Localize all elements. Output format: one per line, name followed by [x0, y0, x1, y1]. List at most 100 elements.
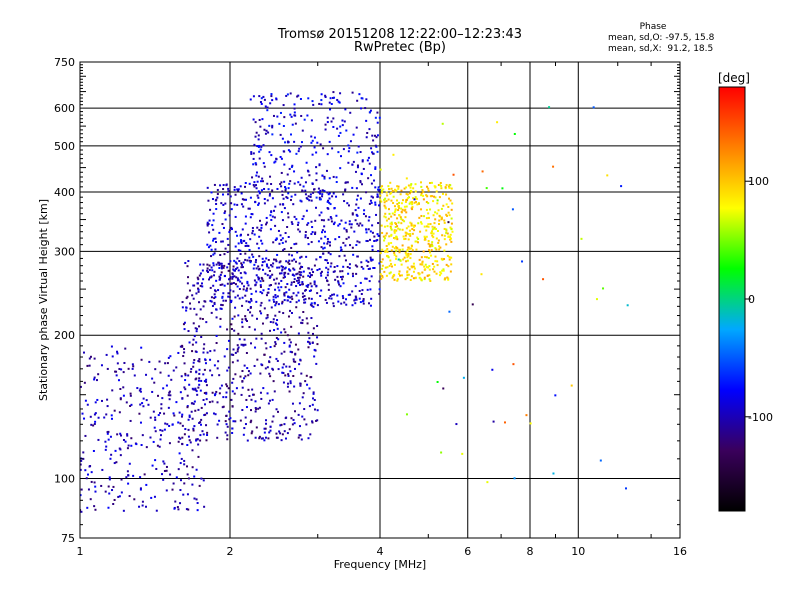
data-point [100, 399, 103, 402]
data-point [390, 234, 393, 237]
data-point [241, 263, 244, 266]
data-point [450, 256, 453, 259]
data-point [276, 266, 279, 269]
data-point [226, 385, 229, 388]
data-point [140, 444, 143, 447]
data-point [394, 208, 397, 211]
data-point [313, 301, 316, 304]
data-point [235, 387, 238, 390]
data-point [205, 380, 208, 383]
data-point [257, 175, 260, 178]
data-point [369, 256, 372, 259]
data-point [208, 269, 211, 272]
data-point [183, 482, 186, 485]
data-point [133, 374, 136, 377]
data-point [234, 283, 237, 286]
data-point [86, 473, 89, 476]
data-point [303, 408, 306, 411]
data-point [151, 464, 154, 467]
data-point [336, 275, 339, 278]
data-point [436, 380, 439, 383]
data-point [219, 387, 222, 390]
data-point [88, 364, 91, 367]
data-point [178, 436, 181, 439]
data-point [332, 175, 335, 178]
data-point [407, 196, 410, 199]
data-point [285, 260, 288, 263]
data-point [268, 299, 271, 302]
data-point [245, 351, 248, 354]
data-point [418, 258, 421, 261]
data-point [272, 241, 275, 244]
data-point [351, 272, 354, 275]
data-point [268, 269, 271, 272]
data-point [368, 280, 371, 283]
data-point [272, 300, 275, 303]
data-point [303, 298, 306, 301]
data-point [278, 310, 281, 313]
data-point [368, 267, 371, 270]
data-point [401, 219, 404, 222]
data-point [230, 301, 233, 304]
data-point [202, 479, 205, 482]
data-point [344, 188, 347, 191]
data-point [168, 442, 171, 445]
data-point [350, 226, 353, 229]
data-point [370, 297, 373, 300]
data-point [288, 344, 291, 347]
data-point [409, 186, 412, 189]
data-point [176, 506, 179, 509]
data-point [393, 263, 396, 266]
data-point [298, 434, 301, 437]
data-point [197, 443, 200, 446]
data-point [347, 293, 350, 296]
data-point [205, 439, 208, 442]
data-point [405, 177, 408, 180]
data-point [244, 315, 247, 318]
data-point [90, 423, 93, 426]
data-point [404, 200, 407, 203]
data-point [244, 222, 247, 225]
data-point [344, 108, 347, 111]
data-point [302, 392, 305, 395]
data-point [242, 433, 245, 436]
data-point [448, 256, 451, 259]
data-point [319, 189, 322, 192]
data-point [293, 385, 296, 388]
data-point [125, 401, 128, 404]
data-point [293, 274, 296, 277]
data-point [252, 267, 255, 270]
data-point [86, 364, 89, 367]
data-point [216, 436, 219, 439]
data-point [218, 266, 221, 269]
data-point [153, 495, 156, 498]
data-point [175, 476, 178, 479]
y-tick-label: 500 [54, 140, 75, 153]
data-point [293, 170, 296, 173]
data-point [128, 495, 131, 498]
data-point [393, 278, 396, 281]
data-point [359, 301, 362, 304]
data-point [181, 436, 184, 439]
data-point [302, 215, 305, 218]
data-point [374, 166, 377, 169]
data-point [158, 445, 161, 448]
data-point [228, 295, 231, 298]
data-point [214, 392, 217, 395]
data-point [230, 353, 233, 356]
data-point [165, 469, 168, 472]
data-point [184, 261, 187, 264]
data-point [367, 219, 370, 222]
data-point [143, 473, 146, 476]
data-point [132, 365, 135, 368]
data-point [231, 431, 234, 434]
data-point [287, 149, 290, 152]
data-point [401, 244, 404, 247]
data-point [358, 297, 361, 300]
data-point [113, 498, 116, 501]
data-point [396, 225, 399, 228]
data-point [355, 187, 358, 190]
data-point [126, 470, 129, 473]
data-point [214, 248, 217, 251]
data-point [448, 236, 451, 239]
